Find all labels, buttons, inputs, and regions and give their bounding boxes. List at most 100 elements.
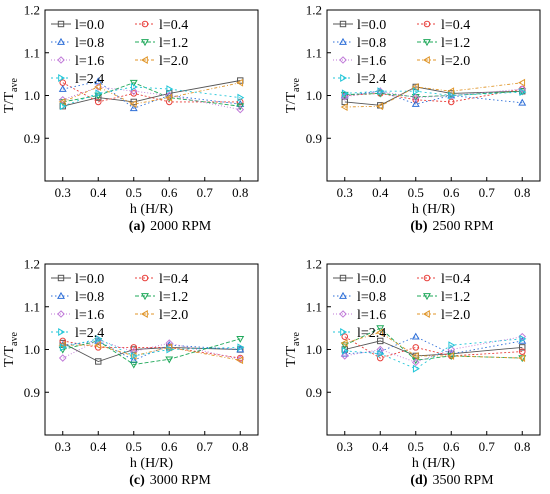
chart-panel-4: 0.3 0.4 0.5 0.6 0.7 0.8 0.9 1.0 1.1 1.2 h (H/R) T/T… — [284, 257, 541, 488]
data-point — [236, 78, 244, 87]
x-tick-label: 0.4 — [90, 185, 107, 200]
y-tick-label: 1.0 — [24, 342, 40, 357]
legend-label: l=0.8 — [357, 36, 386, 51]
data-point — [165, 343, 173, 352]
legend-marker — [57, 37, 65, 45]
legend-marker — [57, 56, 65, 64]
data-point — [376, 325, 385, 333]
y-tick-label: 1.2 — [24, 257, 40, 272]
data-point — [59, 79, 67, 86]
y-tick-label: 0.9 — [24, 385, 40, 400]
series-1 — [341, 83, 526, 109]
legend-label: l=0.4 — [159, 18, 188, 33]
y-tick-label: 0.9 — [306, 385, 322, 400]
y-tick-label: 0.9 — [306, 131, 322, 146]
legend-label: l=0.4 — [441, 18, 470, 33]
data-point — [130, 346, 137, 353]
legend-marker — [339, 291, 347, 299]
data-point — [129, 104, 138, 112]
data-point — [518, 354, 526, 363]
data-point — [411, 351, 419, 360]
legend-marker — [339, 274, 347, 282]
legend-marker — [339, 56, 347, 64]
x-tick-label: 0.7 — [479, 439, 496, 454]
x-axis-label: h (H/R) — [130, 456, 174, 471]
y-tick-label: 1.0 — [24, 88, 40, 103]
x-tick-label: 0.6 — [443, 439, 460, 454]
panel-caption-text: 3500 RPM — [433, 473, 495, 488]
x-tick-label: 0.4 — [372, 185, 389, 200]
legend-marker — [141, 293, 149, 301]
data-point — [412, 87, 420, 96]
legend-item: l=1.6 — [333, 54, 386, 69]
series-6 — [58, 78, 244, 109]
legend-marker — [58, 328, 66, 336]
legend-item: l=0.4 — [417, 18, 470, 33]
x-tick-label: 0.3 — [55, 185, 71, 200]
legend-marker — [141, 39, 149, 47]
y-axis-label: T/Tave — [2, 78, 20, 113]
legend-item: l=0.8 — [51, 290, 104, 305]
data-point — [58, 84, 67, 92]
data-point — [519, 334, 527, 343]
data-point — [447, 351, 455, 360]
y-axis-label-main: T/T — [284, 346, 299, 367]
data-point — [340, 339, 348, 348]
legend-label: l=1.6 — [75, 308, 104, 323]
data-point — [165, 356, 174, 364]
series-5 — [340, 85, 527, 102]
legend-item: l=2.4 — [51, 326, 104, 341]
data-point — [341, 89, 349, 98]
y-axis-label-subscript: ave — [9, 78, 20, 92]
series-6 — [340, 328, 526, 363]
data-point — [95, 89, 103, 98]
legend-item: l=1.2 — [417, 36, 470, 51]
data-point — [129, 100, 137, 109]
legend-marker — [422, 310, 430, 318]
series-line — [62, 338, 241, 357]
legend-marker — [339, 310, 347, 318]
series-6 — [340, 78, 526, 112]
data-point — [518, 85, 527, 93]
series-line — [344, 86, 523, 106]
x-tick-label: 0.6 — [161, 439, 178, 454]
legend-label: l=0.0 — [75, 272, 104, 287]
legend-marker — [340, 328, 348, 336]
data-point — [58, 97, 66, 106]
data-point — [411, 93, 420, 102]
data-point — [340, 103, 348, 112]
data-point — [518, 98, 527, 106]
chart-panel-3: 0.3 0.4 0.5 0.6 0.7 0.8 0.9 1.0 1.1 1.2 h (H/R) T/T… — [2, 257, 259, 488]
data-point — [129, 361, 138, 369]
legend-item: l=0.4 — [135, 18, 188, 33]
y-axis-label-main: T/T — [284, 92, 299, 113]
legend-marker — [57, 274, 65, 282]
y-tick-label: 1.1 — [306, 45, 322, 60]
series-3 — [340, 87, 527, 107]
legend-label: l=1.6 — [75, 54, 104, 69]
series-line — [62, 82, 241, 105]
legend-label: l=2.0 — [159, 308, 188, 323]
y-tick-label: 1.1 — [24, 299, 40, 314]
data-point — [94, 82, 102, 91]
y-tick-label: 1.1 — [306, 299, 322, 314]
series-line — [62, 340, 241, 359]
y-axis-label: T/Tave — [2, 332, 20, 367]
x-tick-label: 0.7 — [197, 185, 214, 200]
data-point — [519, 88, 527, 97]
legend-label: l=0.4 — [159, 272, 188, 287]
data-point — [129, 79, 138, 87]
chart-panel-1: 0.3 0.4 0.5 0.6 0.7 0.8 0.9 1.0 1.1 1.2 h (H/R) T/T… — [2, 3, 259, 234]
data-point — [59, 343, 67, 352]
legend-label: l=2.0 — [159, 54, 188, 69]
y-axis-label-main: T/T — [2, 92, 17, 113]
panel-caption-text: 2000 RPM — [150, 219, 212, 234]
data-point — [95, 334, 103, 343]
legend-item: l=0.0 — [333, 272, 386, 287]
legend-item: l=0.8 — [51, 36, 104, 51]
data-point — [376, 102, 384, 111]
series-7 — [341, 87, 527, 100]
legend-label: l=1.6 — [357, 54, 386, 69]
legend-label: l=2.0 — [441, 308, 470, 323]
